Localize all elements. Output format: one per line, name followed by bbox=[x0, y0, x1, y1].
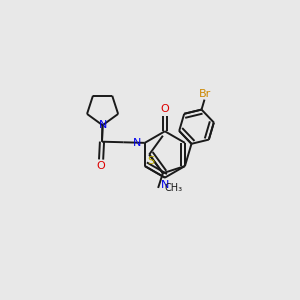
Text: N: N bbox=[133, 138, 141, 148]
Text: Br: Br bbox=[199, 89, 211, 99]
Text: N: N bbox=[161, 180, 169, 190]
Text: O: O bbox=[161, 104, 170, 114]
Text: CH₃: CH₃ bbox=[165, 183, 183, 193]
Text: N: N bbox=[98, 120, 107, 130]
Text: S: S bbox=[147, 156, 154, 166]
Text: O: O bbox=[97, 161, 106, 171]
